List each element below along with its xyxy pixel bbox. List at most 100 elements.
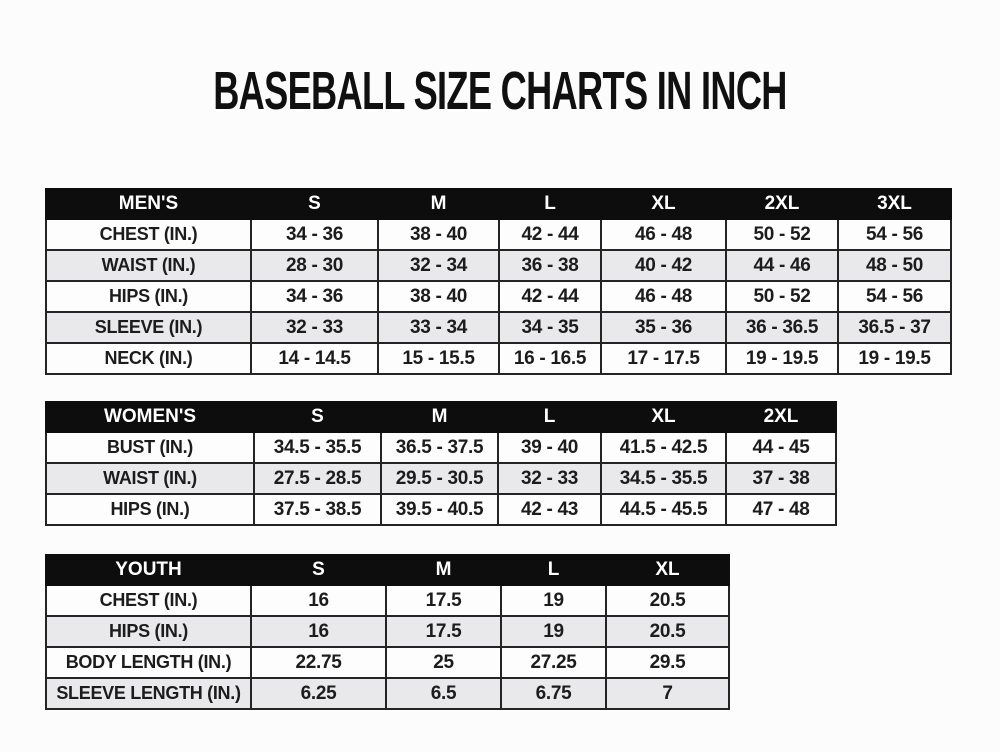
size-value-cell: 27.25: [500, 646, 607, 679]
size-column-header: 2XL: [725, 401, 837, 433]
measurement-label: SLEEVE LENGTH (IN.): [45, 677, 252, 710]
size-value-cell: 36 - 38: [498, 249, 602, 282]
measurement-row: HIPS (IN.) 37.5 - 38.5 39.5 - 40.5 42 - 43 4…: [45, 493, 837, 526]
size-value-cell: 6.5: [385, 677, 502, 710]
size-value-cell: 6.75: [500, 677, 607, 710]
size-value-cell: 17 - 17.5: [600, 342, 727, 375]
page-title: BASEBALL SIZE CHARTS IN INCH: [213, 61, 787, 121]
size-column-header: L: [498, 188, 602, 220]
measurement-row: WAIST (IN.) 28 - 30 32 - 34 36 - 38 40 - 42 4…: [45, 249, 952, 282]
size-value-cell: 19 - 19.5: [725, 342, 839, 375]
size-value-cell: 54 - 56: [837, 218, 952, 251]
size-value-cell: 7: [605, 677, 730, 710]
size-value-cell: 39.5 - 40.5: [380, 493, 499, 526]
size-column-header: M: [377, 188, 500, 220]
youth-group-label: YOUTH: [45, 554, 252, 586]
size-value-cell: 42 - 43: [497, 493, 602, 526]
size-value-cell: 32 - 34: [377, 249, 500, 282]
womens-group-label: WOMEN'S: [45, 401, 255, 433]
size-value-cell: 36.5 - 37.5: [380, 431, 499, 464]
youth-size-table: YOUTH S M L XL CHEST (IN.) 16 17.5 19 20.5 HIPS (I…: [45, 554, 730, 710]
size-value-cell: 44.5 - 45.5: [600, 493, 727, 526]
size-column-header: L: [497, 401, 602, 433]
size-value-cell: 29.5: [605, 646, 730, 679]
size-column-header: XL: [605, 554, 730, 586]
size-column-header: M: [380, 401, 499, 433]
size-column-header: 3XL: [837, 188, 952, 220]
size-column-header: 2XL: [725, 188, 839, 220]
size-value-cell: 34.5 - 35.5: [600, 462, 727, 495]
size-value-cell: 34.5 - 35.5: [253, 431, 382, 464]
size-value-cell: 37.5 - 38.5: [253, 493, 382, 526]
measurement-label: BUST (IN.): [45, 431, 255, 464]
size-value-cell: 28 - 30: [250, 249, 379, 282]
size-value-cell: 32 - 33: [497, 462, 602, 495]
measurement-row: HIPS (IN.) 16 17.5 19 20.5: [45, 615, 730, 648]
size-value-cell: 46 - 48: [600, 218, 727, 251]
size-value-cell: 46 - 48: [600, 280, 727, 313]
size-column-header: XL: [600, 188, 727, 220]
size-value-cell: 32 - 33: [250, 311, 379, 344]
size-column-header: XL: [600, 401, 727, 433]
size-column-header: S: [253, 401, 382, 433]
measurement-row: BUST (IN.) 34.5 - 35.5 36.5 - 37.5 39 - 40 4…: [45, 431, 837, 464]
measurement-label: BODY LENGTH (IN.): [45, 646, 252, 679]
size-value-cell: 42 - 44: [498, 280, 602, 313]
measurement-label: HIPS (IN.): [45, 615, 252, 648]
size-value-cell: 34 - 36: [250, 218, 379, 251]
measurement-label: SLEEVE (IN.): [45, 311, 252, 344]
size-value-cell: 41.5 - 42.5: [600, 431, 727, 464]
size-value-cell: 48 - 50: [837, 249, 952, 282]
measurement-row: BODY LENGTH (IN.) 22.75 25 27.25 29.5: [45, 646, 730, 679]
measurement-label: HIPS (IN.): [45, 493, 255, 526]
size-value-cell: 39 - 40: [497, 431, 602, 464]
size-value-cell: 19: [500, 584, 607, 617]
size-value-cell: 20.5: [605, 615, 730, 648]
size-value-cell: 38 - 40: [377, 218, 500, 251]
size-value-cell: 29.5 - 30.5: [380, 462, 499, 495]
size-value-cell: 36 - 36.5: [725, 311, 839, 344]
size-value-cell: 34 - 35: [498, 311, 602, 344]
size-value-cell: 44 - 46: [725, 249, 839, 282]
youth-header-row: YOUTH S M L XL: [45, 554, 730, 586]
mens-size-table: MEN'S S M L XL 2XL 3XL CHEST (IN.) 34 - 36 38 - 4…: [45, 188, 952, 375]
measurement-label: NECK (IN.): [45, 342, 252, 375]
womens-size-table: WOMEN'S S M L XL 2XL BUST (IN.) 34.5 - 35.5 36.5…: [45, 401, 837, 526]
measurement-row: SLEEVE (IN.) 32 - 33 33 - 34 34 - 35 35 - 36…: [45, 311, 952, 344]
measurement-label: CHEST (IN.): [45, 584, 252, 617]
size-value-cell: 42 - 44: [498, 218, 602, 251]
size-column-header: S: [250, 188, 379, 220]
size-value-cell: 15 - 15.5: [377, 342, 500, 375]
size-value-cell: 50 - 52: [725, 218, 839, 251]
size-value-cell: 16: [250, 584, 387, 617]
size-value-cell: 6.25: [250, 677, 387, 710]
measurement-row: WAIST (IN.) 27.5 - 28.5 29.5 - 30.5 32 - 33…: [45, 462, 837, 495]
size-column-header: M: [385, 554, 502, 586]
size-value-cell: 37 - 38: [725, 462, 837, 495]
size-value-cell: 33 - 34: [377, 311, 500, 344]
size-value-cell: 14 - 14.5: [250, 342, 379, 375]
size-column-header: S: [250, 554, 387, 586]
size-value-cell: 16 - 16.5: [498, 342, 602, 375]
size-value-cell: 19: [500, 615, 607, 648]
measurement-row: CHEST (IN.) 34 - 36 38 - 40 42 - 44 46 - 48 5…: [45, 218, 952, 251]
measurement-label: HIPS (IN.): [45, 280, 252, 313]
size-value-cell: 36.5 - 37: [837, 311, 952, 344]
size-value-cell: 34 - 36: [250, 280, 379, 313]
size-value-cell: 20.5: [605, 584, 730, 617]
size-value-cell: 40 - 42: [600, 249, 727, 282]
size-value-cell: 25: [385, 646, 502, 679]
size-value-cell: 38 - 40: [377, 280, 500, 313]
size-value-cell: 22.75: [250, 646, 387, 679]
size-value-cell: 17.5: [385, 584, 502, 617]
mens-group-label: MEN'S: [45, 188, 252, 220]
size-value-cell: 47 - 48: [725, 493, 837, 526]
size-value-cell: 44 - 45: [725, 431, 837, 464]
measurement-row: NECK (IN.) 14 - 14.5 15 - 15.5 16 - 16.5 17 …: [45, 342, 952, 375]
measurement-label: WAIST (IN.): [45, 249, 252, 282]
size-value-cell: 54 - 56: [837, 280, 952, 313]
measurement-label: WAIST (IN.): [45, 462, 255, 495]
size-value-cell: 50 - 52: [725, 280, 839, 313]
measurement-row: HIPS (IN.) 34 - 36 38 - 40 42 - 44 46 - 48 50…: [45, 280, 952, 313]
